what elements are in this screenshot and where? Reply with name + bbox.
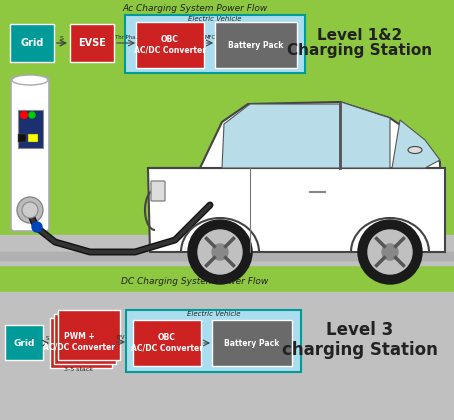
FancyBboxPatch shape	[18, 110, 43, 148]
Bar	[0, 252, 454, 260]
Circle shape	[29, 112, 35, 118]
Polygon shape	[148, 168, 445, 252]
Circle shape	[20, 111, 28, 118]
Text: DC Charging System Power Flow: DC Charging System Power Flow	[121, 277, 269, 286]
Circle shape	[212, 244, 228, 260]
Text: EVSE: EVSE	[78, 38, 106, 48]
Circle shape	[382, 244, 398, 260]
FancyBboxPatch shape	[151, 181, 165, 201]
Circle shape	[32, 222, 42, 232]
FancyBboxPatch shape	[28, 134, 38, 142]
Circle shape	[188, 220, 252, 284]
Text: Grid: Grid	[13, 339, 35, 347]
Polygon shape	[222, 104, 340, 168]
Text: Grid: Grid	[20, 38, 44, 48]
Text: 3-5 stack: 3-5 stack	[64, 367, 94, 372]
Polygon shape	[392, 120, 440, 168]
FancyBboxPatch shape	[212, 320, 292, 366]
Text: MFC: MFC	[204, 35, 216, 40]
Text: OBC
AC/DC Converter: OBC AC/DC Converter	[134, 35, 206, 55]
Circle shape	[368, 230, 412, 274]
FancyBboxPatch shape	[50, 318, 112, 368]
Text: Level 1&2: Level 1&2	[317, 27, 403, 42]
Text: Electric Vehicle: Electric Vehicle	[188, 16, 242, 22]
Bar	[0, 292, 454, 420]
Text: S: S	[60, 36, 64, 41]
Circle shape	[198, 230, 242, 274]
Text: charging Station: charging Station	[282, 341, 438, 359]
FancyBboxPatch shape	[11, 77, 49, 231]
FancyBboxPatch shape	[54, 314, 116, 364]
FancyBboxPatch shape	[133, 320, 201, 366]
FancyBboxPatch shape	[10, 24, 54, 62]
FancyBboxPatch shape	[5, 325, 43, 360]
Circle shape	[358, 220, 422, 284]
Polygon shape	[341, 102, 390, 168]
Text: PWM +
AC/DC Converter: PWM + AC/DC Converter	[43, 332, 115, 352]
FancyBboxPatch shape	[70, 24, 114, 62]
FancyBboxPatch shape	[136, 22, 204, 68]
FancyBboxPatch shape	[215, 22, 297, 68]
FancyBboxPatch shape	[126, 310, 301, 372]
Text: Level 3: Level 3	[326, 321, 394, 339]
Text: P/V: P/V	[117, 334, 125, 339]
FancyBboxPatch shape	[125, 15, 305, 73]
Text: Battery Pack: Battery Pack	[224, 339, 280, 347]
Text: S: S	[45, 336, 49, 341]
FancyBboxPatch shape	[18, 134, 26, 142]
Text: Charging Station: Charging Station	[287, 42, 433, 58]
Ellipse shape	[12, 75, 48, 85]
Polygon shape	[200, 102, 440, 168]
Bar	[0, 235, 454, 265]
Ellipse shape	[408, 147, 422, 153]
Text: Battery Pack: Battery Pack	[228, 40, 284, 50]
Text: Electric Vehicle: Electric Vehicle	[187, 311, 240, 317]
FancyBboxPatch shape	[58, 310, 120, 360]
Text: Ac Charging System Power Flow: Ac Charging System Power Flow	[123, 4, 267, 13]
Circle shape	[22, 202, 38, 218]
Text: OBC
AC/DC Converter: OBC AC/DC Converter	[131, 333, 203, 353]
Text: Thr Pha.: Thr Pha.	[115, 35, 137, 40]
Circle shape	[17, 197, 43, 223]
